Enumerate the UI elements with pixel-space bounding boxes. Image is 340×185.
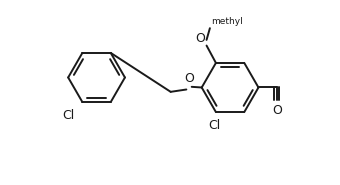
Text: O: O	[272, 104, 282, 117]
Text: O: O	[184, 73, 194, 85]
Text: Cl: Cl	[208, 119, 220, 132]
Text: methyl: methyl	[211, 17, 243, 26]
Text: Cl: Cl	[62, 109, 74, 122]
Text: O: O	[195, 32, 205, 45]
